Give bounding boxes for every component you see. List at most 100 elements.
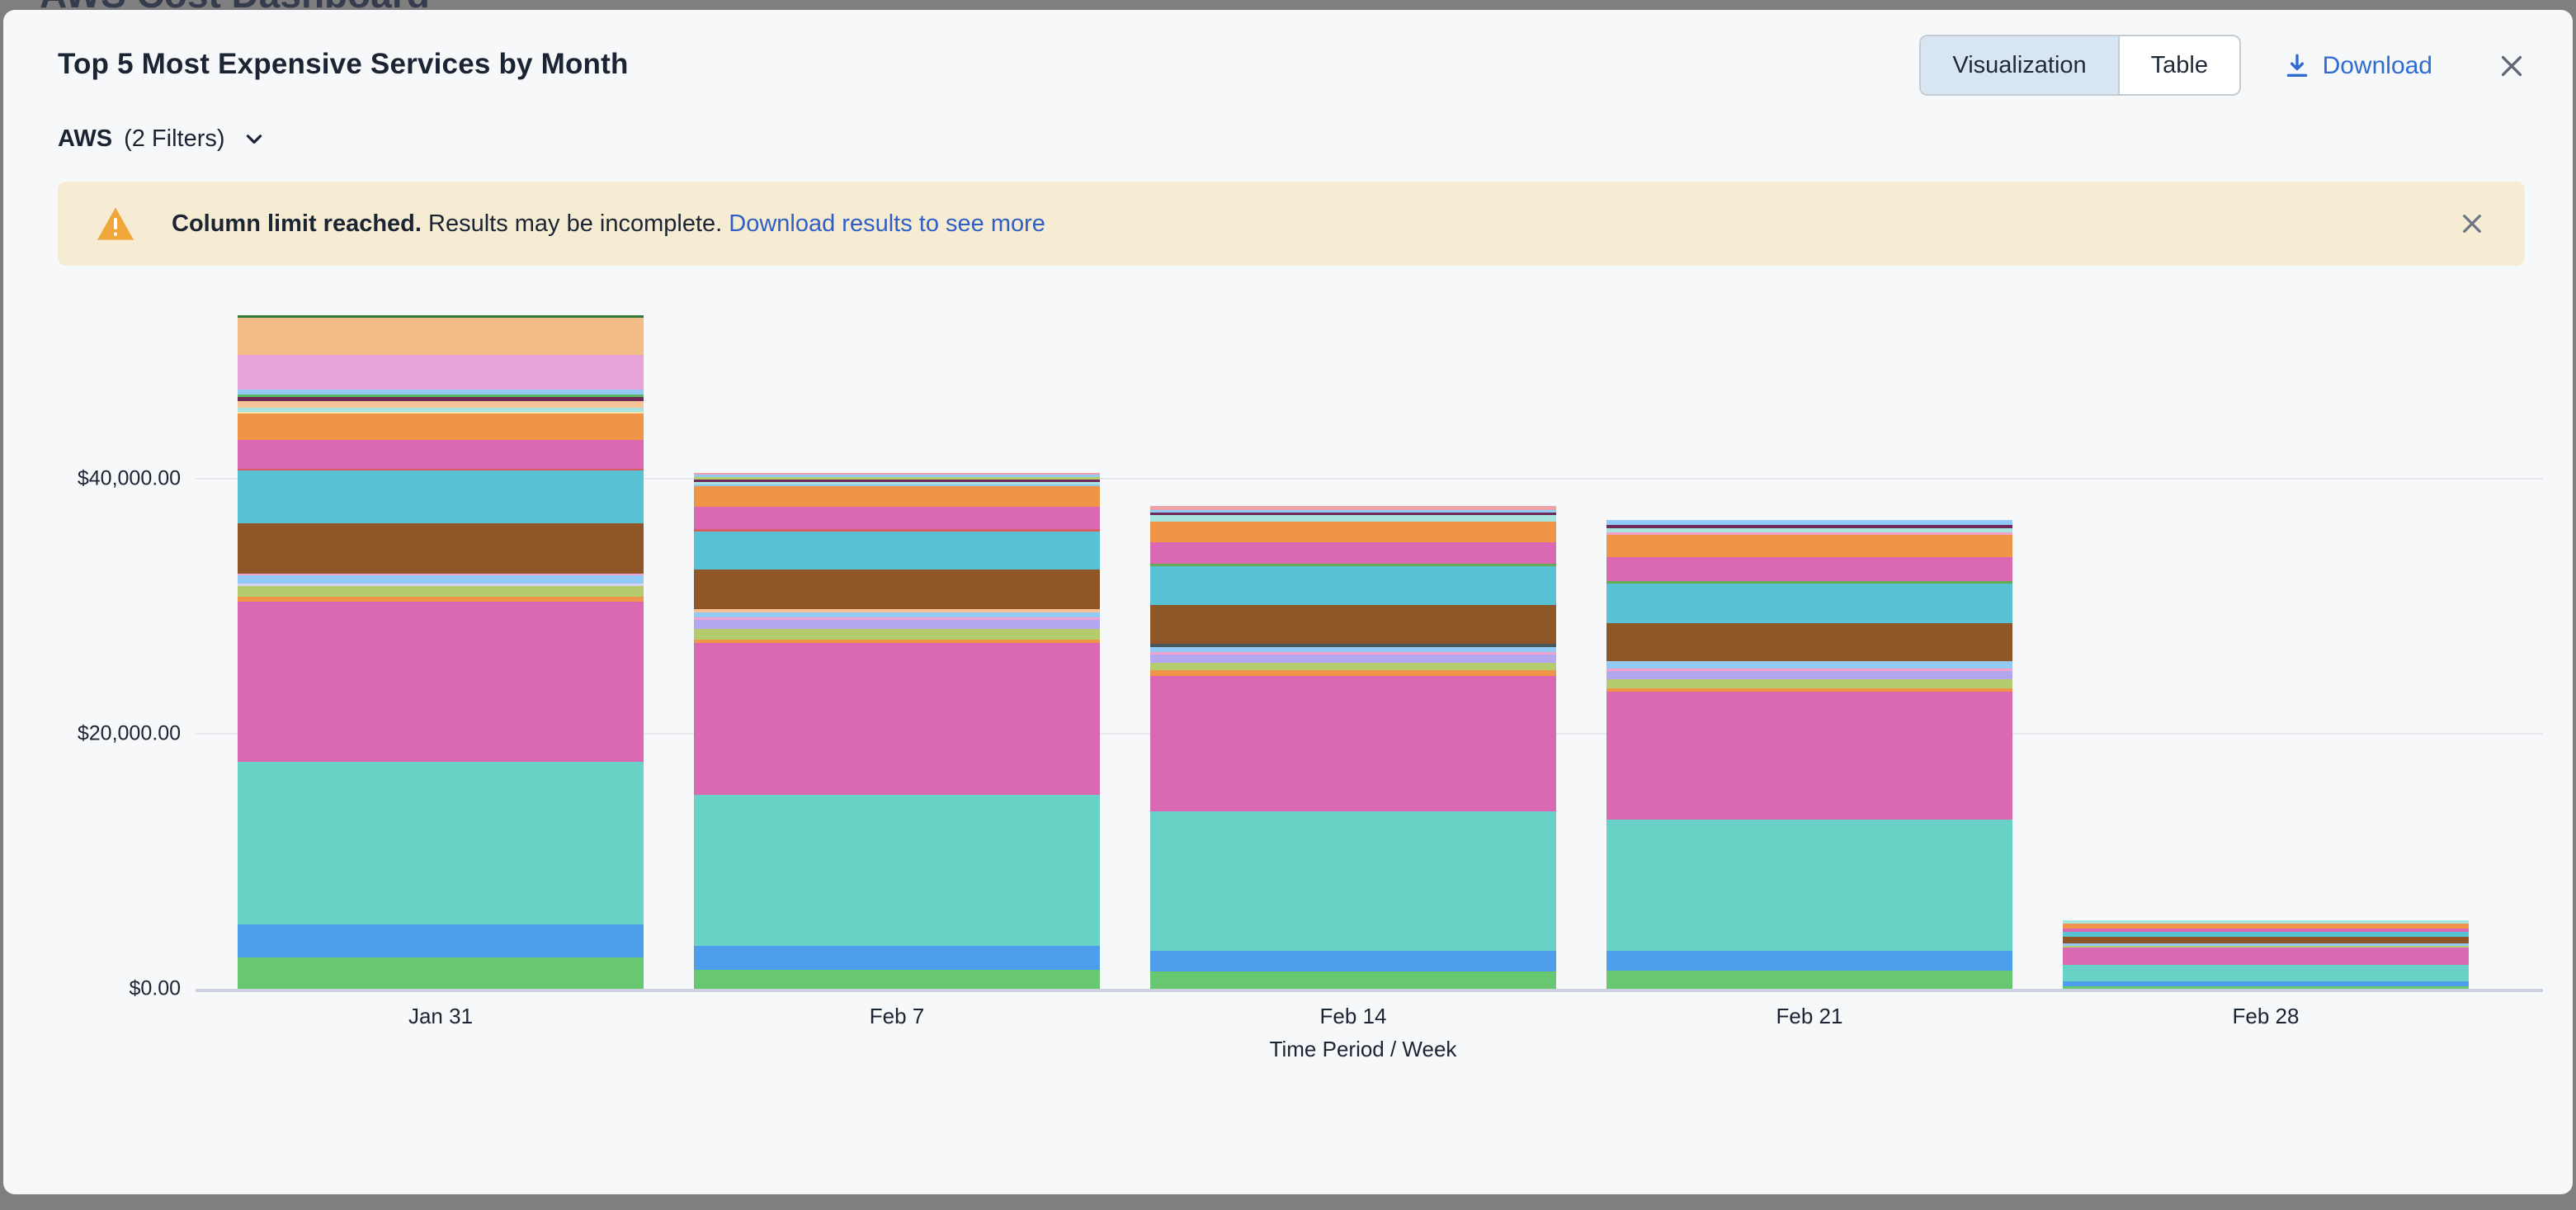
bar-segment[interactable] bbox=[694, 474, 1100, 477]
bar-segment[interactable] bbox=[1606, 970, 2012, 989]
bar-segment[interactable] bbox=[1150, 521, 1556, 542]
tab-visualization[interactable]: Visualization bbox=[1921, 36, 2118, 94]
bar-segment[interactable] bbox=[1606, 581, 2012, 584]
bar-segment[interactable] bbox=[238, 314, 644, 318]
bar-segment[interactable] bbox=[1606, 584, 2012, 624]
bar-segment[interactable] bbox=[694, 472, 1100, 475]
bar-segment[interactable] bbox=[238, 394, 644, 397]
bar-feb-14[interactable] bbox=[1150, 505, 1556, 989]
bar-segment[interactable] bbox=[2063, 923, 2469, 929]
bar-segment[interactable] bbox=[1150, 505, 1556, 510]
bar-segment[interactable] bbox=[694, 612, 1100, 618]
bar-jan-31[interactable] bbox=[238, 314, 644, 989]
bar-segment[interactable] bbox=[238, 468, 644, 470]
bar-segment[interactable] bbox=[694, 532, 1100, 570]
bar-segment[interactable] bbox=[238, 924, 644, 957]
bar-segment[interactable] bbox=[1150, 971, 1556, 989]
bar-segment[interactable] bbox=[238, 389, 644, 395]
bar-segment[interactable] bbox=[694, 481, 1100, 484]
bar-segment[interactable] bbox=[1606, 527, 2012, 532]
bar-feb-28[interactable] bbox=[2063, 919, 2469, 989]
bar-segment[interactable] bbox=[694, 945, 1100, 970]
bar-segment[interactable] bbox=[1606, 534, 2012, 558]
bar-segment[interactable] bbox=[2063, 919, 2469, 924]
tab-table[interactable]: Table bbox=[2117, 36, 2239, 94]
bar-segment[interactable] bbox=[694, 643, 1100, 795]
bar-segment[interactable] bbox=[1150, 509, 1556, 513]
bar-segment[interactable] bbox=[1606, 692, 2012, 820]
bar-segment[interactable] bbox=[238, 573, 644, 575]
bar-segment[interactable] bbox=[1150, 675, 1556, 811]
bar-segment[interactable] bbox=[238, 470, 644, 523]
bar-segment[interactable] bbox=[694, 617, 1100, 621]
bar-segment[interactable] bbox=[694, 476, 1100, 480]
bar-segment[interactable] bbox=[2063, 943, 2469, 946]
bar-segment[interactable] bbox=[2063, 947, 2469, 965]
bar-segment[interactable] bbox=[238, 400, 644, 408]
bar-segment[interactable] bbox=[694, 485, 1100, 507]
bar-segment[interactable] bbox=[238, 407, 644, 412]
bar-segment[interactable] bbox=[1150, 646, 1556, 652]
filter-dropdown[interactable]: AWS (2 Filters) bbox=[58, 121, 267, 157]
bar-segment[interactable] bbox=[1150, 563, 1556, 566]
bar-segment[interactable] bbox=[238, 583, 644, 586]
bar-segment[interactable] bbox=[238, 761, 644, 924]
bar-segment[interactable] bbox=[1150, 654, 1556, 663]
download-button[interactable]: Download bbox=[2283, 46, 2432, 86]
bar-segment[interactable] bbox=[1150, 669, 1556, 676]
bar-segment[interactable] bbox=[1606, 661, 2012, 669]
banner-close-icon[interactable] bbox=[2456, 207, 2489, 240]
bar-segment[interactable] bbox=[694, 484, 1100, 486]
bar-segment[interactable] bbox=[694, 629, 1100, 640]
bar-segment[interactable] bbox=[1606, 623, 2012, 661]
bar-segment[interactable] bbox=[238, 439, 644, 469]
bar-segment[interactable] bbox=[2063, 931, 2469, 937]
bar-segment[interactable] bbox=[1150, 514, 1556, 522]
bar-segment[interactable] bbox=[2063, 945, 2469, 948]
bar-segment[interactable] bbox=[694, 608, 1100, 612]
bar-segment[interactable] bbox=[1606, 557, 2012, 582]
bar-segment[interactable] bbox=[694, 479, 1100, 482]
bar-feb-21[interactable] bbox=[1606, 519, 2012, 989]
bar-segment[interactable] bbox=[238, 596, 644, 602]
bar-segment[interactable] bbox=[1606, 950, 2012, 971]
bar-segment[interactable] bbox=[694, 529, 1100, 532]
bar-segment[interactable] bbox=[238, 585, 644, 597]
bar-segment[interactable] bbox=[694, 969, 1100, 989]
bar-segment[interactable] bbox=[1150, 604, 1556, 644]
bar-segment[interactable] bbox=[238, 522, 644, 574]
bar-segment[interactable] bbox=[2063, 936, 2469, 943]
download-results-link[interactable]: Download results to see more bbox=[729, 210, 1045, 237]
bar-segment[interactable] bbox=[1606, 669, 2012, 672]
bar-segment[interactable] bbox=[694, 795, 1100, 946]
bar-feb-7[interactable] bbox=[694, 472, 1100, 989]
bar-segment[interactable] bbox=[694, 570, 1100, 609]
bar-segment[interactable] bbox=[238, 411, 644, 414]
bar-segment[interactable] bbox=[1150, 662, 1556, 670]
bar-segment[interactable] bbox=[238, 354, 644, 390]
bar-segment[interactable] bbox=[1606, 671, 2012, 680]
bar-segment[interactable] bbox=[238, 413, 644, 440]
bar-segment[interactable] bbox=[1606, 532, 2012, 535]
bar-segment[interactable] bbox=[238, 317, 644, 355]
bar-segment[interactable] bbox=[694, 620, 1100, 629]
bar-segment[interactable] bbox=[1606, 524, 2012, 528]
bar-segment[interactable] bbox=[1150, 811, 1556, 951]
bar-segment[interactable] bbox=[1606, 519, 2012, 525]
bar-segment[interactable] bbox=[238, 396, 644, 401]
bar-segment[interactable] bbox=[238, 957, 644, 989]
bar-segment[interactable] bbox=[1150, 565, 1556, 605]
bar-segment[interactable] bbox=[1150, 651, 1556, 655]
bar-segment[interactable] bbox=[1150, 643, 1556, 647]
bar-segment[interactable] bbox=[1150, 950, 1556, 971]
bar-segment[interactable] bbox=[1150, 512, 1556, 515]
bar-segment[interactable] bbox=[238, 574, 644, 584]
bar-segment[interactable] bbox=[694, 506, 1100, 530]
bar-segment[interactable] bbox=[694, 639, 1100, 643]
bar-segment[interactable] bbox=[2063, 928, 2469, 932]
bar-segment[interactable] bbox=[2063, 985, 2469, 989]
bar-segment[interactable] bbox=[2063, 981, 2469, 986]
bar-segment[interactable] bbox=[1606, 679, 2012, 688]
bar-segment[interactable] bbox=[1606, 819, 2012, 951]
bar-segment[interactable] bbox=[2063, 964, 2469, 981]
